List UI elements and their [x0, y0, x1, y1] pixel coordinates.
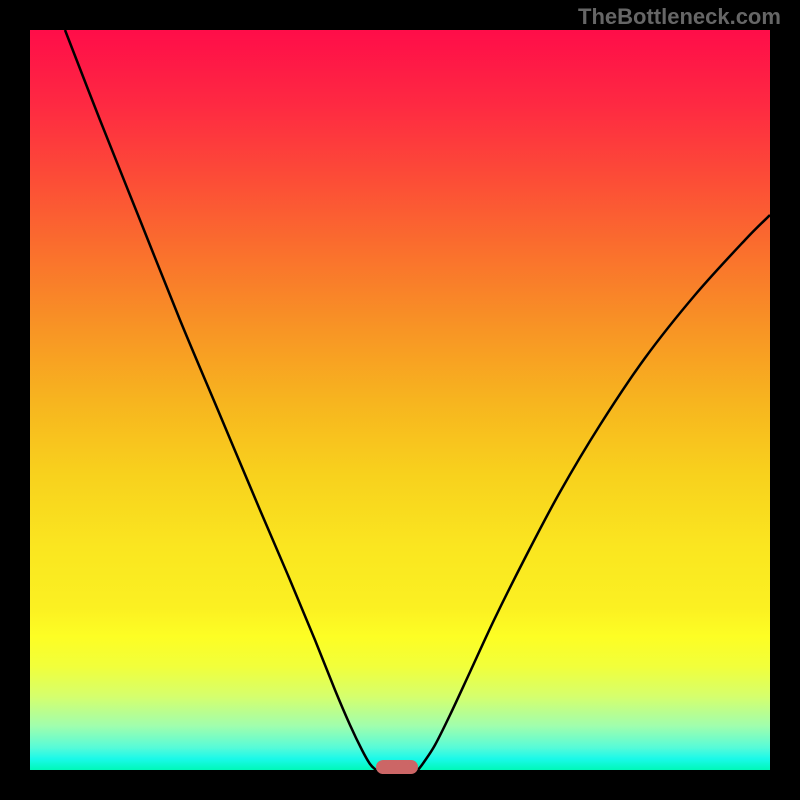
bottleneck-marker [376, 760, 418, 774]
plot-background [30, 30, 770, 770]
watermark-text: TheBottleneck.com [578, 4, 781, 30]
chart-container: TheBottleneck.com [0, 0, 800, 800]
chart-svg [0, 0, 800, 800]
